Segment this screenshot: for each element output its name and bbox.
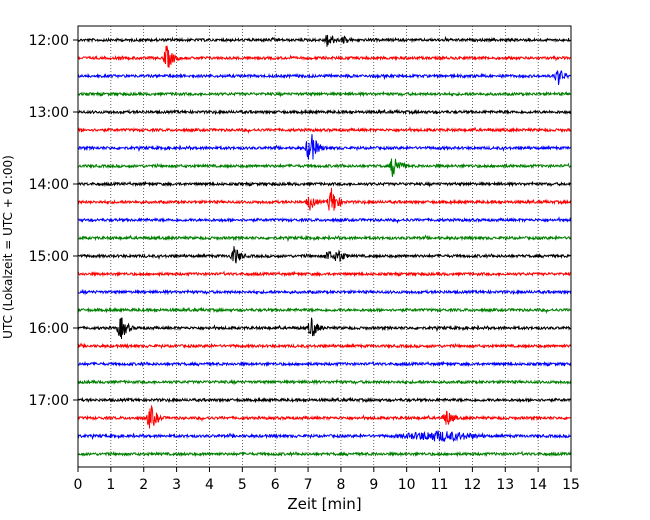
trace-1700	[77, 396, 572, 404]
x-tick-label: 15	[562, 477, 580, 493]
trace-1515	[77, 270, 572, 278]
trace-1500	[77, 246, 572, 264]
trace-1330	[77, 134, 572, 160]
trace-1530	[77, 288, 572, 296]
traces	[77, 34, 572, 458]
y-tick-label: 12:00	[29, 33, 69, 49]
y-axis-label: UTC (Lokalzeit = UTC + 01:00)	[1, 155, 15, 339]
x-tick-label: 12	[463, 477, 481, 493]
x-tick-label: 11	[431, 477, 449, 493]
trace-1215	[77, 45, 572, 68]
y-tick-label: 16:00	[29, 321, 69, 337]
trace-1400	[77, 180, 572, 188]
trace-1245	[77, 90, 572, 98]
x-tick-label: 1	[106, 477, 115, 493]
trace-1315	[77, 126, 572, 134]
x-tick-label: 6	[271, 477, 280, 493]
x-tick-label: 5	[238, 477, 247, 493]
trace-1230	[77, 70, 572, 85]
y-tick-label: 13:00	[29, 105, 69, 121]
trace-1545	[77, 306, 572, 314]
x-tick-label: 4	[205, 477, 214, 493]
plot-frame	[77, 25, 572, 468]
trace-1730	[77, 430, 572, 443]
trace-1645	[77, 378, 572, 386]
y-tick-label: 15:00	[29, 249, 69, 265]
x-tick-label: 10	[398, 477, 416, 493]
trace-1200	[77, 34, 572, 47]
trace-1345	[77, 158, 572, 177]
x-tick-label: 8	[336, 477, 345, 493]
trace-1615	[77, 342, 572, 350]
y-ticks: 12:00 13:00 14:00 15:00 16:00 17:00	[29, 33, 78, 409]
trace-1630	[77, 360, 572, 368]
trace-1415	[77, 187, 572, 211]
x-axis-label: Zeit [min]	[287, 495, 361, 513]
x-tick-label: 14	[529, 477, 547, 493]
trace-1430	[77, 216, 572, 224]
x-tick-label: 0	[74, 477, 83, 493]
trace-1715	[77, 404, 572, 429]
x-tick-label: 7	[304, 477, 313, 493]
x-tick-label: 3	[172, 477, 181, 493]
x-tick-label: 9	[369, 477, 378, 493]
x-ticks: 0 1 2 3 4 5 6 7 8 9 10 11 12 13 14 15	[74, 467, 580, 493]
y-tick-label: 17:00	[29, 393, 69, 409]
y-tick-label: 14:00	[29, 177, 69, 193]
trace-1600	[77, 317, 572, 339]
x-tick-label: 13	[496, 477, 514, 493]
trace-1745	[77, 450, 572, 458]
trace-1300	[77, 108, 572, 116]
trace-1445	[77, 234, 572, 243]
x-tick-label: 2	[139, 477, 148, 493]
